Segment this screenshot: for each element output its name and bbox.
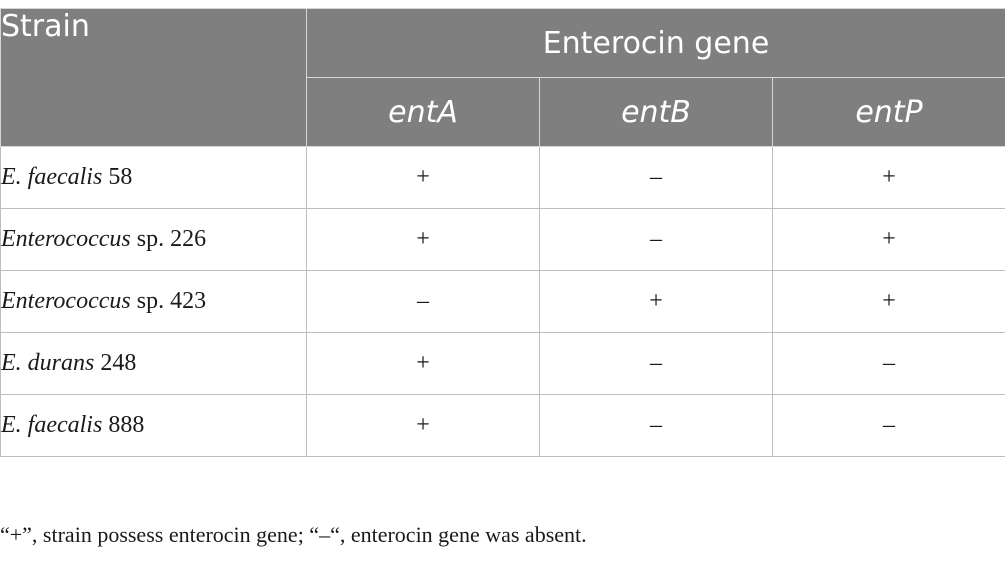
table-row: E. faecalis 888 + – – bbox=[0, 394, 1005, 457]
entp-cell: – bbox=[772, 332, 1005, 395]
table-row: Enterococcus sp. 423 – + + bbox=[0, 270, 1005, 333]
enta-cell: + bbox=[306, 332, 540, 395]
strain-suffix: 58 bbox=[102, 164, 133, 190]
strain-species: Enterococcus bbox=[1, 226, 131, 252]
entp-cell: + bbox=[772, 208, 1005, 271]
table-footnote: “+”, strain possess enterocin gene; “–“,… bbox=[0, 522, 587, 547]
strain-suffix: 888 bbox=[102, 412, 145, 438]
strain-species: E. faecalis bbox=[1, 164, 103, 190]
strain-header: Strain bbox=[0, 8, 307, 147]
gene-header-entb: entB bbox=[539, 77, 773, 147]
entb-cell: – bbox=[539, 332, 773, 395]
entp-cell: + bbox=[772, 270, 1005, 333]
strain-cell: E. faecalis 58 bbox=[0, 146, 307, 209]
entb-cell: – bbox=[539, 146, 773, 209]
gene-header-enta: entA bbox=[306, 77, 540, 147]
header-row-1: Strain Enterocin gene bbox=[0, 8, 1005, 147]
strain-cell: Enterococcus sp. 423 bbox=[0, 270, 307, 333]
enterocin-gene-header: Enterocin gene bbox=[306, 8, 1005, 78]
table-row: E. durans 248 + – – bbox=[0, 332, 1005, 395]
strain-cell: Enterococcus sp. 226 bbox=[0, 208, 307, 271]
entb-cell: – bbox=[539, 394, 773, 457]
enta-cell: + bbox=[306, 394, 540, 457]
entb-cell: – bbox=[539, 208, 773, 271]
strain-suffix: 248 bbox=[94, 350, 137, 376]
entp-cell: + bbox=[772, 146, 1005, 209]
entb-cell: + bbox=[539, 270, 773, 333]
table-row: E. faecalis 58 + – + bbox=[0, 146, 1005, 209]
enta-cell: + bbox=[306, 208, 540, 271]
strain-cell: E. durans 248 bbox=[0, 332, 307, 395]
gene-header-entp: entP bbox=[772, 77, 1005, 147]
strain-species: Enterococcus bbox=[1, 288, 131, 314]
entp-cell: – bbox=[772, 394, 1005, 457]
enterocin-table: Strain Enterocin gene entA entB entP E. … bbox=[0, 8, 1005, 457]
header-row-2: entA entB entP bbox=[1, 77, 1005, 147]
strain-suffix: sp. 423 bbox=[130, 288, 207, 314]
enta-cell: + bbox=[306, 146, 540, 209]
enta-cell: – bbox=[306, 270, 540, 333]
table-row: Enterococcus sp. 226 + – + bbox=[0, 208, 1005, 271]
strain-species: E. durans bbox=[1, 350, 95, 376]
strain-cell: E. faecalis 888 bbox=[0, 394, 307, 457]
strain-species: E. faecalis bbox=[1, 412, 103, 438]
strain-suffix: sp. 226 bbox=[130, 226, 207, 252]
